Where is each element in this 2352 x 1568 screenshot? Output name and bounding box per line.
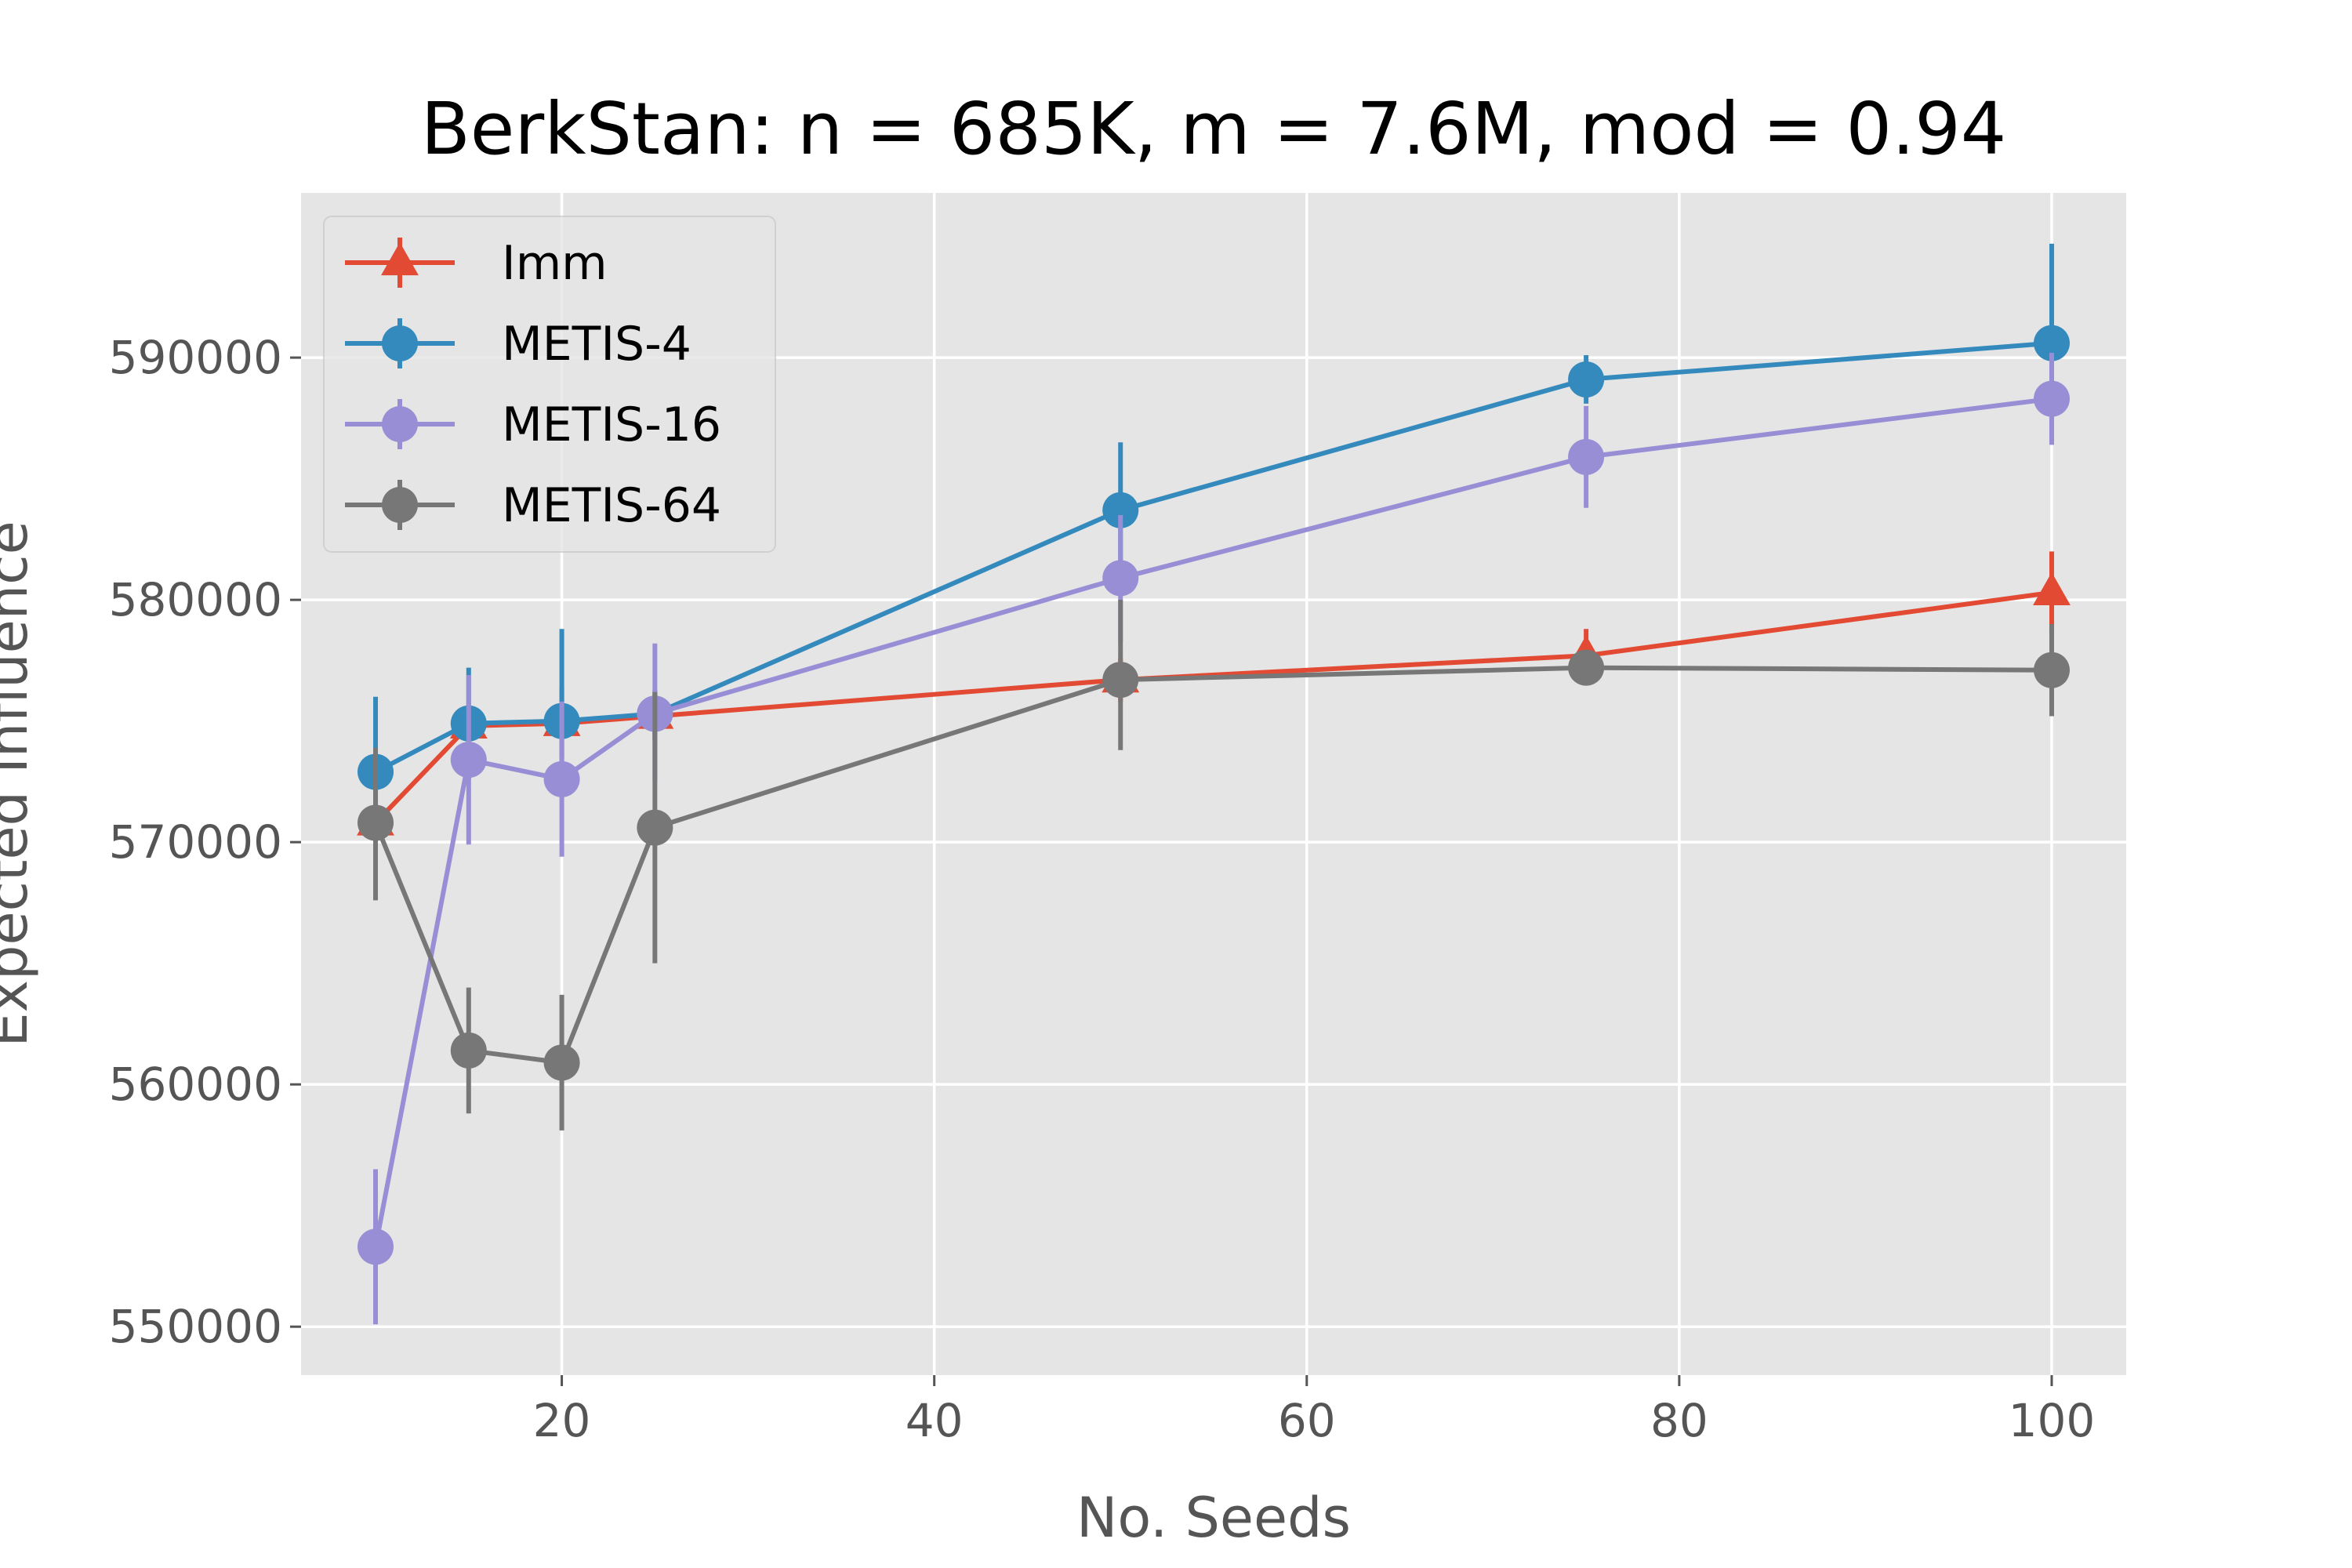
data-point bbox=[1568, 361, 1605, 397]
data-point bbox=[2033, 572, 2071, 605]
data-point bbox=[1568, 438, 1605, 475]
data-point bbox=[543, 1044, 580, 1081]
data-point bbox=[2033, 325, 2070, 361]
series-layer bbox=[357, 243, 2071, 1325]
legend-label: METIS-16 bbox=[502, 397, 721, 452]
axis-ticks: 20 40 60 80 100 550000 560000 570000 580000 59000… bbox=[109, 331, 2096, 1447]
legend-marker bbox=[382, 325, 418, 361]
y-tick-label: 570000 bbox=[109, 815, 282, 869]
data-point bbox=[358, 804, 394, 841]
legend-item-metis-4: METIS-4 bbox=[345, 317, 691, 372]
data-point bbox=[358, 1229, 394, 1265]
legend-label: METIS-64 bbox=[502, 478, 721, 533]
y-axis-label: Expected Influence bbox=[0, 521, 40, 1047]
legend-item-metis-64: METIS-64 bbox=[345, 478, 721, 533]
x-axis-label: No. Seeds bbox=[1076, 1486, 1351, 1550]
data-point bbox=[1102, 662, 1139, 699]
x-tick-label: 20 bbox=[533, 1394, 591, 1447]
legend-item-metis-16: METIS-16 bbox=[345, 397, 721, 452]
y-tick-label: 560000 bbox=[109, 1058, 282, 1111]
x-tick-label: 40 bbox=[906, 1394, 964, 1447]
legend-marker bbox=[382, 487, 418, 523]
legend-marker bbox=[382, 406, 418, 442]
y-tick-label: 590000 bbox=[109, 331, 282, 384]
legend-label: METIS-4 bbox=[502, 317, 691, 372]
y-tick-label: 550000 bbox=[109, 1300, 282, 1353]
data-point bbox=[2033, 652, 2070, 688]
series-metis-64 bbox=[358, 600, 2070, 1131]
data-point bbox=[543, 760, 580, 797]
data-point bbox=[2033, 380, 2070, 417]
x-tick-label: 60 bbox=[1278, 1394, 1336, 1447]
data-point bbox=[1102, 492, 1139, 528]
data-point bbox=[450, 1032, 487, 1069]
data-point bbox=[450, 742, 487, 779]
grid bbox=[301, 193, 2126, 1375]
x-tick-label: 80 bbox=[1650, 1394, 1708, 1447]
y-tick-label: 580000 bbox=[109, 573, 282, 626]
chart-title: BerkStan: n = 685K, m = 7.6M, mod = 0.94 bbox=[421, 87, 2007, 171]
legend: Imm METIS-4 METIS-16 METIS-64 bbox=[323, 216, 776, 553]
data-point bbox=[637, 809, 673, 846]
legend-marker bbox=[381, 242, 419, 276]
data-point bbox=[1568, 649, 1605, 686]
data-point bbox=[1102, 560, 1139, 597]
x-tick-label: 100 bbox=[2009, 1394, 2096, 1447]
legend-label: Imm bbox=[502, 236, 608, 291]
legend-box bbox=[323, 216, 776, 553]
legend-item-imm: Imm bbox=[345, 236, 608, 291]
